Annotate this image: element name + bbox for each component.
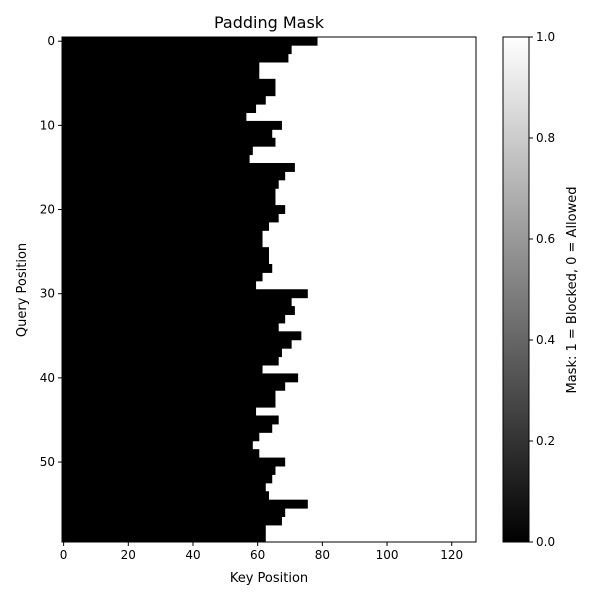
heatmap-row (62, 213, 279, 223)
heatmap-row (62, 95, 266, 105)
heatmap-row (62, 87, 276, 97)
x-tick-label: 80 (315, 548, 330, 562)
x-tick-label: 60 (250, 548, 265, 562)
heatmap-row (62, 499, 308, 509)
heatmap-row (62, 196, 276, 206)
heatmap-row (62, 297, 292, 307)
colorbar-tick-label: 0.0 (536, 535, 555, 549)
heatmap-row (62, 381, 286, 391)
y-tick-label: 50 (40, 455, 55, 469)
heatmap-row (62, 314, 286, 324)
heatmap-row (62, 432, 260, 442)
heatmap-row (62, 407, 257, 416)
x-tick-label: 100 (376, 548, 399, 562)
heatmap-row (62, 112, 247, 122)
heatmap-row (62, 482, 266, 492)
heatmap-row (62, 390, 276, 400)
heatmap-row (62, 120, 282, 130)
heatmap-row (62, 264, 273, 273)
heatmap-row (62, 322, 279, 332)
colorbar (502, 36, 530, 543)
heatmap-row (62, 440, 253, 450)
heatmap-row (62, 491, 269, 501)
colorbar-tick-label: 0.6 (536, 232, 555, 246)
heatmap-row (62, 280, 257, 290)
heatmap-row (62, 373, 299, 383)
y-tick-label: 20 (40, 203, 55, 217)
heatmap-row (62, 533, 266, 543)
heatmap-row (62, 516, 282, 526)
heatmap-row (62, 247, 269, 257)
heatmap-row (62, 272, 263, 282)
heatmap-row (62, 62, 260, 71)
colorbar-tick-label: 0.4 (536, 333, 555, 347)
y-tick-label: 0 (47, 34, 55, 48)
chart-title: Padding Mask (214, 13, 325, 32)
y-tick-label: 40 (40, 371, 55, 385)
heatmap-row (62, 230, 263, 240)
heatmap-row (62, 306, 295, 315)
heatmap-row (62, 423, 273, 433)
heatmap-row (62, 179, 279, 189)
x-tick-label: 40 (185, 548, 200, 562)
heatmap-row (62, 163, 295, 172)
heatmap-row (62, 457, 286, 467)
heatmap-row (62, 154, 250, 164)
colorbar-ticks: 0.0 0.2 0.4 0.6 0.8 1.0 (529, 30, 555, 549)
colorbar-label: Mask: 1 = Blocked, 0 = Allowed (565, 186, 580, 393)
heatmap-row (62, 137, 276, 147)
y-axis-label: Query Position (15, 243, 30, 337)
colorbar-tick-label: 0.8 (536, 131, 555, 145)
heatmap-row (62, 53, 289, 63)
y-tick-label: 30 (40, 287, 55, 301)
heatmap-row (62, 289, 308, 299)
heatmap-row (62, 508, 286, 517)
heatmap-row (62, 221, 269, 231)
heatmap-row (62, 415, 279, 425)
heatmap-row (62, 398, 276, 408)
heatmap-row (62, 238, 263, 248)
heatmap-row (62, 78, 276, 88)
heatmap-row (62, 70, 260, 80)
heatmap-cells (62, 36, 476, 543)
heatmap-row (62, 466, 276, 475)
heatmap-row (62, 255, 269, 265)
colorbar-tick-label: 1.0 (536, 30, 555, 44)
x-tick-label: 120 (440, 548, 463, 562)
heatmap-row (62, 356, 279, 366)
heatmap-row (62, 171, 286, 181)
x-axis-label: Key Position (230, 571, 308, 586)
heatmap-row (62, 129, 273, 139)
heatmap-row (62, 45, 292, 55)
x-axis-ticks: 0 20 40 60 80 100 120 (60, 542, 463, 562)
heatmap-row (62, 474, 273, 484)
heatmap-row (62, 205, 286, 214)
x-tick-label: 20 (121, 548, 136, 562)
plot-frame (61, 36, 477, 543)
y-tick-label: 10 (40, 118, 55, 132)
x-tick-label: 0 (60, 548, 68, 562)
heatmap-row (62, 188, 276, 198)
heatmap-row (62, 36, 318, 46)
heatmap-row (62, 146, 253, 156)
heatmap-row (62, 365, 263, 374)
y-axis-ticks: 0 10 20 30 40 50 (40, 34, 62, 469)
heatmap-row (62, 449, 260, 459)
heatmap-row (62, 339, 292, 349)
heatmap-row (62, 104, 257, 113)
heatmap-row (62, 348, 282, 358)
colorbar-tick-label: 0.2 (536, 434, 555, 448)
heatmap-row (62, 331, 302, 341)
heatmap-row (62, 524, 266, 534)
